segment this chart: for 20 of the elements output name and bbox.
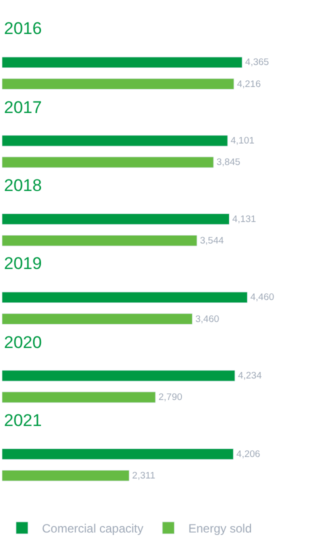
data-label: 3,460 — [195, 314, 220, 325]
data-label: 3,845 — [216, 157, 240, 168]
data-label: 4,206 — [236, 448, 260, 460]
data-label: 4,131 — [232, 214, 256, 225]
legend-label: Comercial capacity — [42, 522, 144, 536]
legend-label: Energy sold — [188, 522, 252, 536]
data-label: 4,234 — [238, 370, 262, 382]
data-label: 4,460 — [250, 292, 274, 304]
data-label: 2,790 — [158, 392, 182, 404]
y-tick-label: 2018 — [4, 176, 42, 195]
data-label: 4,216 — [236, 78, 261, 90]
data-label: 2,311 — [132, 470, 156, 482]
data-label: 3,544 — [200, 235, 224, 246]
data-label: 4,365 — [245, 57, 269, 68]
data-label: 4,101 — [230, 136, 254, 147]
y-tick-label: 2020 — [4, 333, 42, 352]
y-tick-label: 2016 — [4, 19, 42, 38]
y-tick-label: 2021 — [4, 411, 42, 430]
y-tick-label: 2019 — [4, 254, 42, 273]
y-tick-label: 2017 — [4, 98, 42, 117]
